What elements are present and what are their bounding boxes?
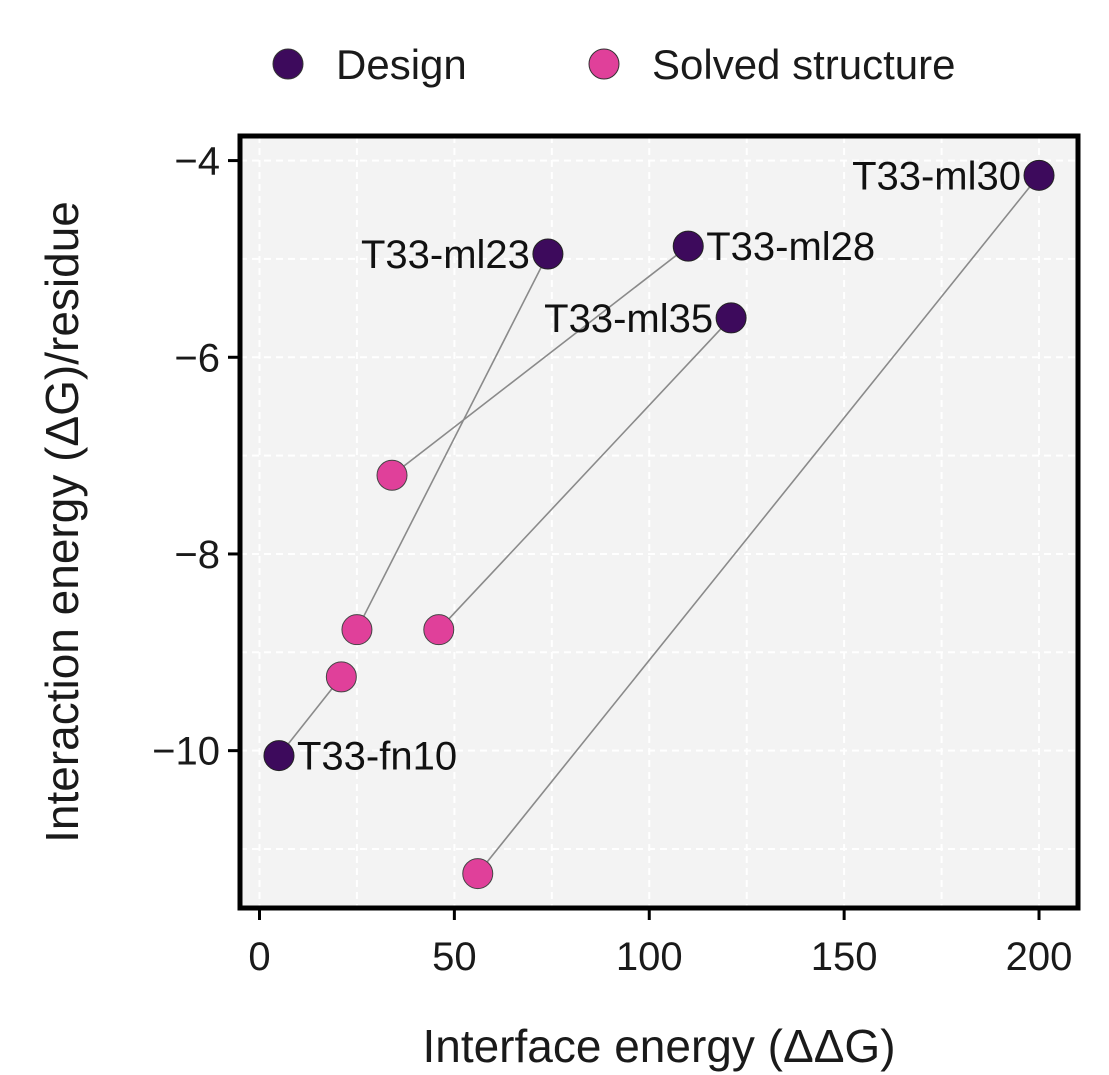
- point-label: T33-ml30: [852, 154, 1021, 198]
- x-tick-label: 150: [811, 935, 878, 979]
- design-point: [263, 740, 295, 772]
- x-tick-label: 200: [1006, 935, 1073, 979]
- plot-background: [240, 136, 1078, 908]
- y-axis-title: Interaction energy (ΔG)/residue: [36, 201, 88, 843]
- x-axis-ticks: 0 50 100 150 200: [248, 908, 1072, 979]
- solved-point: [325, 661, 357, 693]
- x-axis-title: Interface energy (ΔΔG): [422, 1020, 895, 1072]
- point-label: T33-fn10: [297, 735, 457, 779]
- point-label: T33-ml28: [706, 225, 875, 269]
- connector-line: [438, 317, 732, 631]
- solved-point: [341, 614, 373, 646]
- legend: Design Solved structure: [272, 41, 955, 88]
- y-tick-label: −10: [152, 730, 220, 774]
- y-tick-label: −6: [174, 336, 220, 380]
- connector-line: [477, 174, 1040, 875]
- legend-label-solved: Solved structure: [652, 41, 955, 88]
- design-point: [672, 230, 704, 262]
- point-label: T33-ml35: [544, 297, 713, 341]
- data-points: [263, 159, 1055, 890]
- connector-lines: [278, 174, 1040, 875]
- legend-marker-design: [272, 48, 304, 80]
- connector-line: [278, 676, 342, 757]
- design-point: [1023, 159, 1055, 191]
- solved-point: [423, 614, 455, 646]
- design-point: [715, 302, 747, 334]
- design-point: [532, 238, 564, 270]
- x-tick-label: 100: [616, 935, 683, 979]
- y-tick-label: −4: [174, 140, 220, 184]
- connector-line: [356, 253, 549, 631]
- y-tick-label: −8: [174, 533, 220, 577]
- connector-line: [391, 245, 689, 476]
- x-tick-label: 0: [248, 935, 270, 979]
- legend-marker-solved: [588, 48, 620, 80]
- point-label: T33-ml23: [361, 233, 530, 277]
- legend-label-design: Design: [336, 41, 467, 88]
- plot-frame: [237, 133, 1081, 911]
- solved-point: [462, 858, 494, 890]
- grid-lines: [240, 136, 1078, 908]
- solved-point: [376, 459, 408, 491]
- point-labels: T33-ml30 T33-ml23 T33-ml28 T33-ml35 T33-fn10: [297, 154, 1021, 778]
- x-tick-label: 50: [432, 935, 477, 979]
- y-axis-ticks: −4 −6 −8 −10: [152, 140, 240, 774]
